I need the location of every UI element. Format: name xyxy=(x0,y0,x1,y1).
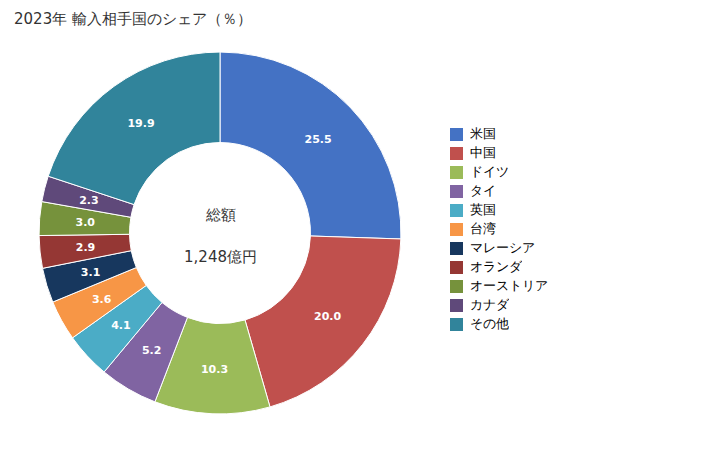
svg-text:総額: 総額 xyxy=(205,206,236,224)
html-text:その他: その他 xyxy=(469,316,509,332)
html-text:中国: 中国 xyxy=(469,145,496,161)
html-text:オランダ: オランダ xyxy=(469,259,522,275)
svg-text:25.5: 25.5 xyxy=(304,133,331,146)
svg-text:20.0: 20.0 xyxy=(314,310,341,323)
svg-text:4.1: 4.1 xyxy=(111,319,130,332)
svg-text:3.0: 3.0 xyxy=(75,216,95,229)
html-text:台湾: 台湾 xyxy=(469,221,496,237)
html-text:ドイツ: ドイツ xyxy=(469,164,509,180)
svg-text:3.6: 3.6 xyxy=(92,293,112,306)
svg-text:3.1: 3.1 xyxy=(81,266,101,279)
svg-text:1,248億円: 1,248億円 xyxy=(184,248,257,266)
html-text:米国: 米国 xyxy=(469,126,496,142)
svg-text:10.3: 10.3 xyxy=(201,363,228,376)
html-text:カナダ: カナダ xyxy=(469,297,509,313)
html-text:オーストリア: オーストリア xyxy=(469,278,548,294)
html-text:2023年 輸入相手国のシェア（％）: 2023年 輸入相手国のシェア（％） xyxy=(14,10,252,28)
svg-text:2.9: 2.9 xyxy=(76,241,96,254)
svg-text:19.9: 19.9 xyxy=(127,117,154,130)
html-text:英国: 英国 xyxy=(469,202,496,218)
html-text:マレーシア: マレーシア xyxy=(469,240,535,256)
svg-text:5.2: 5.2 xyxy=(142,344,162,357)
html-text:タイ: タイ xyxy=(469,183,496,199)
svg-text:2.3: 2.3 xyxy=(79,194,99,207)
